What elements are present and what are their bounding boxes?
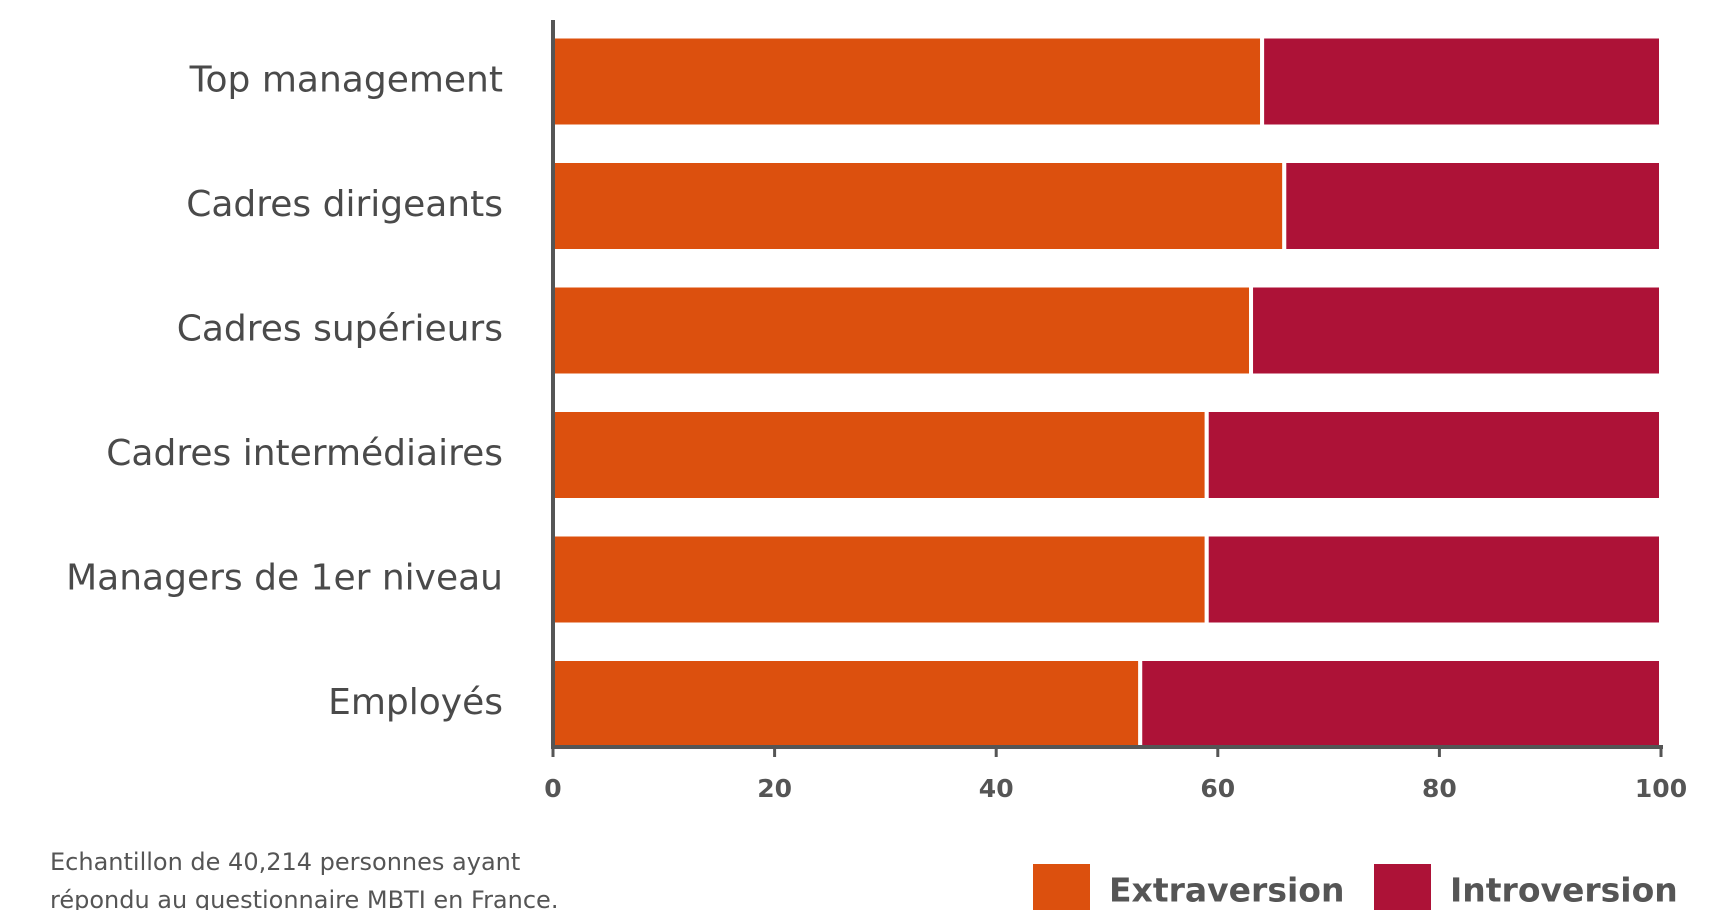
y-tick-label: Cadres supérieurs [177,309,503,350]
bar-segment [1260,34,1663,129]
bar-segment [551,34,1265,129]
note: répondu au questionnaire MBTI en France. [50,886,558,910]
y-tick-label: Managers de 1er niveau [66,558,503,599]
y-tick-label: Employés [328,682,503,723]
bar-segment [1138,657,1663,751]
note: Echantillon de 40,214 personnes ayant [50,848,520,876]
legend-swatch [1374,864,1431,910]
x-tick-label: 80 [1422,774,1457,803]
legend-swatch [1033,864,1090,910]
bar-segment [551,283,1254,378]
x-tick-label: 100 [1635,774,1687,803]
bar-segment [551,532,1209,627]
bar-segment [551,408,1209,502]
bar-segment [1249,283,1664,378]
legend-label: Extraversion [1109,871,1344,910]
legend-label: Introversion [1450,871,1678,910]
bar-segment [1204,408,1663,502]
bar-segment [551,657,1143,751]
y-tick-label: Top management [189,60,503,101]
bar-segment [551,159,1287,253]
x-tick-label: 40 [979,774,1014,803]
y-tick-label: Cadres intermédiaires [106,433,503,474]
y-tick-label: Cadres dirigeants [186,184,503,225]
x-tick-label: 0 [544,774,561,803]
bar-segment [1282,159,1664,253]
bar-segment [1204,532,1663,627]
x-tick-label: 60 [1200,774,1235,803]
x-tick-label: 20 [757,774,792,803]
